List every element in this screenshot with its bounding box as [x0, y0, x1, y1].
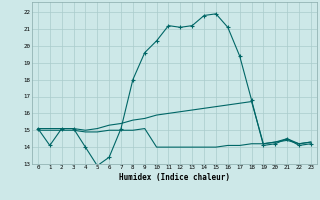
X-axis label: Humidex (Indice chaleur): Humidex (Indice chaleur): [119, 173, 230, 182]
